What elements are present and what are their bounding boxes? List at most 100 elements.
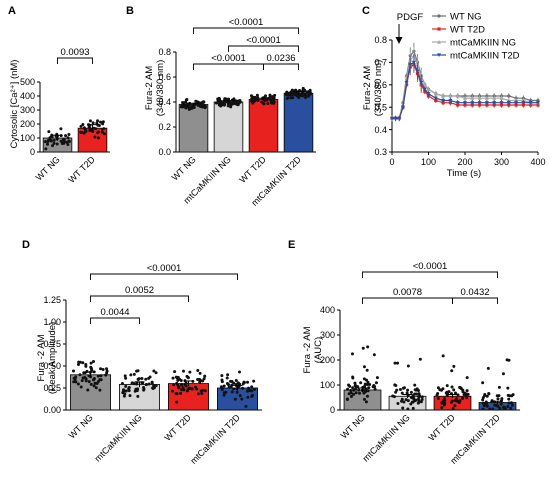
significance-bracket xyxy=(193,63,264,70)
data-dot xyxy=(72,380,76,384)
data-dot xyxy=(354,387,358,391)
data-dot xyxy=(172,383,176,387)
y-tick-label: 1.00 xyxy=(43,317,61,327)
bar xyxy=(248,99,279,153)
data-dot xyxy=(498,406,502,410)
data-dot xyxy=(402,386,406,390)
data-dot xyxy=(89,382,93,386)
data-dot xyxy=(273,93,277,97)
series-point xyxy=(415,69,420,74)
data-dot xyxy=(353,381,357,385)
data-dot xyxy=(260,100,264,104)
data-dot xyxy=(308,92,312,96)
data-dot xyxy=(200,392,204,396)
data-dot xyxy=(229,105,233,109)
data-dot xyxy=(46,139,50,143)
data-dot xyxy=(82,126,86,130)
data-dot xyxy=(458,386,462,390)
data-dot xyxy=(98,388,102,392)
p-value-label: 0.0052 xyxy=(125,285,154,296)
data-dot xyxy=(497,394,501,398)
significance-bracket xyxy=(228,45,299,52)
data-dot xyxy=(441,387,445,391)
series-point xyxy=(437,27,441,31)
data-dot xyxy=(484,401,488,405)
x-tick-label: 400 xyxy=(530,157,545,167)
data-dot xyxy=(305,90,309,94)
data-dot xyxy=(351,376,355,380)
data-dot xyxy=(510,401,514,405)
series-point xyxy=(536,101,540,105)
data-dot xyxy=(135,389,139,393)
data-dot xyxy=(398,387,402,391)
p-value-label: <0.0001 xyxy=(211,53,246,64)
series-point xyxy=(393,116,398,121)
data-dot xyxy=(136,394,140,398)
data-dot xyxy=(196,392,200,396)
data-dot xyxy=(96,374,100,378)
data-dot xyxy=(362,397,366,401)
data-dot xyxy=(196,368,200,372)
data-dot xyxy=(185,389,189,393)
data-dot xyxy=(485,394,489,398)
data-dot xyxy=(406,399,410,403)
y-tick-label: 200 xyxy=(320,355,335,365)
data-dot xyxy=(450,385,454,389)
data-dot xyxy=(373,387,377,391)
scatter-dots xyxy=(179,97,208,111)
data-dot xyxy=(184,98,188,102)
y-tick-label: 0.2 xyxy=(158,122,171,132)
data-dot xyxy=(438,388,442,392)
data-dot xyxy=(84,377,88,381)
y-tick-label: 0.0 xyxy=(158,147,171,157)
bar xyxy=(213,101,244,153)
data-dot xyxy=(350,352,354,356)
data-dot xyxy=(136,377,140,381)
scatter-dots xyxy=(79,119,106,140)
data-dot xyxy=(373,385,377,389)
x-tick-label: 0 xyxy=(389,157,394,167)
data-dot xyxy=(150,380,154,384)
data-dot xyxy=(417,400,421,404)
data-dot xyxy=(289,96,293,100)
data-dot xyxy=(67,139,71,143)
data-dot xyxy=(49,138,53,142)
data-dot xyxy=(182,101,186,105)
data-dot xyxy=(402,400,406,404)
data-dot xyxy=(43,140,47,144)
x-category-label: WT NG xyxy=(34,154,62,182)
data-dot xyxy=(485,404,489,408)
data-dot xyxy=(194,99,198,103)
data-dot xyxy=(291,96,295,100)
y-tick-label: 100 xyxy=(20,133,35,143)
data-dot xyxy=(180,382,184,386)
x-category-label: WT NG xyxy=(170,154,198,182)
data-dot xyxy=(268,97,272,101)
scatter-dots xyxy=(170,368,207,404)
data-dot xyxy=(491,407,495,411)
panel-letter-d: D xyxy=(22,239,30,251)
data-dot xyxy=(229,379,233,383)
data-dot xyxy=(89,367,93,371)
data-dot xyxy=(366,380,370,384)
data-dot xyxy=(462,393,466,397)
data-dot xyxy=(232,387,236,391)
series-point xyxy=(507,94,511,98)
data-dot xyxy=(236,100,240,104)
x-category-label: WT T2D xyxy=(426,412,457,443)
data-dot xyxy=(346,387,350,391)
data-dot xyxy=(198,102,202,106)
data-dot xyxy=(396,361,400,365)
data-dot xyxy=(487,392,491,396)
x-category-label: mtCaMKIIN T2D xyxy=(188,412,242,466)
data-dot xyxy=(202,100,206,104)
significance-bracket xyxy=(263,63,299,70)
series-point xyxy=(433,96,438,101)
data-dot xyxy=(50,133,54,137)
y-tick-label: 0.4 xyxy=(158,97,171,107)
data-dot xyxy=(354,391,358,395)
data-dot xyxy=(219,99,223,103)
data-dot xyxy=(121,391,125,395)
data-dot xyxy=(345,398,349,402)
y-tick-label: 0 xyxy=(330,405,335,415)
